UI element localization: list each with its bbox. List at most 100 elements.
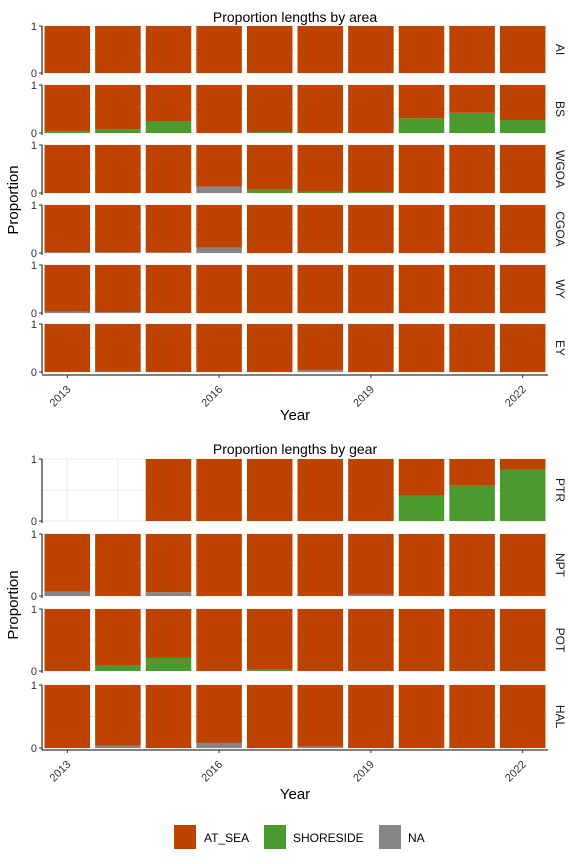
bar-shoreside-2021 bbox=[449, 485, 495, 521]
bar-shoreside-2015 bbox=[145, 121, 192, 133]
facet-WY: 0 1 WY bbox=[31, 260, 567, 320]
bar-at_sea-2022 bbox=[499, 324, 546, 372]
bar-at_sea-2019 bbox=[348, 265, 394, 313]
facet-label: WY bbox=[553, 279, 567, 298]
bar-at_sea-2019 bbox=[348, 685, 394, 748]
facet-strip: WY bbox=[553, 279, 567, 298]
legend-swatch-at_sea bbox=[174, 825, 196, 849]
bar-at_sea-2018 bbox=[297, 534, 344, 596]
bar-at_sea-2013 bbox=[44, 609, 91, 671]
bar-na-2016 bbox=[196, 247, 242, 253]
legend-swatch-na bbox=[379, 825, 401, 849]
bar-at_sea-2014 bbox=[95, 85, 141, 130]
y-tick-label: 1 bbox=[31, 260, 37, 272]
bar-at_sea-2020 bbox=[398, 205, 445, 253]
facet-label: EY bbox=[553, 340, 567, 356]
bar-at_sea-2022 bbox=[499, 85, 546, 121]
bar-at_sea-2015 bbox=[145, 324, 192, 372]
bar-na-2018 bbox=[297, 370, 344, 372]
y-tick-label: 0 bbox=[31, 308, 37, 320]
bar-at_sea-2017 bbox=[246, 85, 293, 133]
y-tick-label: 0 bbox=[31, 188, 37, 200]
bar-at_sea-2019 bbox=[348, 26, 394, 73]
facet-label: POT bbox=[553, 628, 567, 653]
legend: AT_SEA SHORESIDE NA bbox=[174, 825, 425, 849]
bar-at_sea-2021 bbox=[449, 534, 495, 596]
bar-at_sea-2016 bbox=[196, 265, 242, 313]
facet-label: CGOA bbox=[553, 211, 567, 246]
legend-label-na: NA bbox=[408, 831, 425, 845]
bar-at_sea-2020 bbox=[398, 26, 445, 73]
bar-at_sea-2017 bbox=[246, 609, 293, 670]
bar-at_sea-2015 bbox=[145, 534, 192, 593]
bar-at_sea-2013 bbox=[44, 265, 91, 312]
facet-BS: 0 1 BS bbox=[31, 80, 567, 140]
bar-at_sea-2014 bbox=[95, 205, 141, 253]
bar-at_sea-2017 bbox=[246, 265, 293, 313]
bar-at_sea-2014 bbox=[95, 26, 141, 73]
bar-at_sea-2017 bbox=[246, 205, 293, 253]
bar-at_sea-2022 bbox=[499, 265, 546, 313]
y-tick-label: 0 bbox=[31, 248, 37, 260]
facet-POT: 0 1 POT bbox=[31, 604, 567, 678]
bar-shoreside-2017 bbox=[246, 189, 293, 193]
bar-at_sea-2016 bbox=[196, 85, 242, 133]
facet-strip: CGOA bbox=[553, 211, 567, 246]
bar-at_sea-2013 bbox=[44, 534, 91, 592]
bar-at_sea-2022 bbox=[499, 145, 546, 193]
bar-at_sea-2018 bbox=[297, 205, 344, 253]
facet-AI: 0 1 AI bbox=[31, 21, 567, 80]
bar-shoreside-2015 bbox=[145, 657, 192, 671]
bar-na-2013 bbox=[44, 252, 91, 253]
bar-at_sea-2019 bbox=[348, 324, 394, 372]
bar-at_sea-2019 bbox=[348, 145, 394, 193]
bar-na-2014 bbox=[95, 252, 141, 253]
bar-shoreside-2022 bbox=[499, 469, 546, 521]
facet-label: NPT bbox=[553, 553, 567, 578]
facet-strip: AI bbox=[553, 44, 567, 55]
bar-at_sea-2014 bbox=[95, 145, 141, 193]
x-tick-label: 2016 bbox=[199, 384, 225, 410]
facet-label: BS bbox=[553, 101, 567, 117]
y-tick-label: 0 bbox=[31, 128, 37, 140]
facet-strip: EY bbox=[553, 340, 567, 356]
bar-at_sea-2014 bbox=[95, 609, 141, 666]
bar-at_sea-2019 bbox=[348, 85, 394, 133]
y-axis-label: Proportion bbox=[5, 165, 22, 234]
facet-EY: 0 1 EY bbox=[31, 319, 567, 379]
bar-at_sea-2020 bbox=[398, 459, 445, 496]
bar-na-2015 bbox=[145, 252, 192, 253]
bar-at_sea-2013 bbox=[44, 26, 91, 73]
bar-at_sea-2015 bbox=[145, 609, 192, 658]
y-tick-label: 0 bbox=[31, 666, 37, 678]
bar-at_sea-2022 bbox=[499, 205, 546, 253]
x-tick-label: 2016 bbox=[199, 759, 225, 785]
bar-at_sea-2022 bbox=[499, 685, 546, 748]
bar-shoreside-2013 bbox=[44, 131, 91, 133]
bar-at_sea-2017 bbox=[246, 26, 293, 73]
bar-at_sea-2020 bbox=[398, 609, 445, 671]
x-axis-label: Year bbox=[280, 407, 310, 424]
bar-na-2018 bbox=[297, 746, 344, 748]
y-tick-label: 0 bbox=[31, 743, 37, 755]
bar-at_sea-2021 bbox=[449, 609, 495, 671]
facet-strip: NPT bbox=[553, 553, 567, 578]
bar-at_sea-2017 bbox=[246, 145, 293, 190]
bar-at_sea-2013 bbox=[44, 145, 91, 193]
bar-na-2019 bbox=[348, 594, 394, 596]
bar-na-2016 bbox=[196, 742, 242, 748]
facet-label: PTR bbox=[553, 478, 567, 502]
bar-at_sea-2021 bbox=[449, 685, 495, 748]
bar-at_sea-2021 bbox=[449, 145, 495, 193]
bar-at_sea-2021 bbox=[449, 459, 495, 486]
x-axis-label: Year bbox=[280, 786, 310, 803]
bar-at_sea-2014 bbox=[95, 685, 141, 746]
bar-shoreside-2022 bbox=[499, 120, 546, 133]
bar-at_sea-2020 bbox=[398, 685, 445, 748]
y-tick-label: 0 bbox=[31, 516, 37, 528]
bar-at_sea-2019 bbox=[348, 534, 394, 595]
bar-at_sea-2022 bbox=[499, 609, 546, 671]
bar-at_sea-2018 bbox=[297, 459, 344, 521]
bar-shoreside-2020 bbox=[398, 118, 445, 133]
